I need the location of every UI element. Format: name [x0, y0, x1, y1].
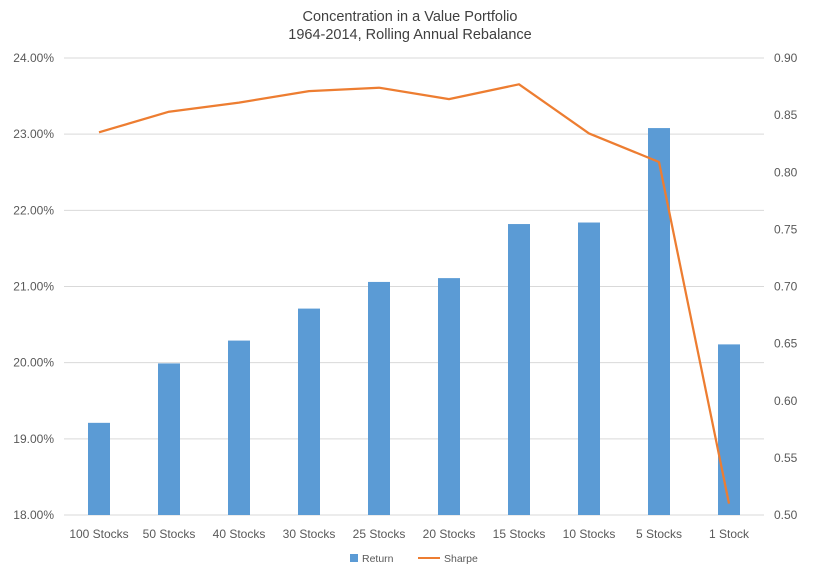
- chart-subtitle: 1964-2014, Rolling Annual Rebalance: [288, 27, 531, 43]
- x-tick-label: 1 Stock: [709, 527, 750, 541]
- right-tick-label: 0.70: [774, 280, 798, 294]
- sharpe-line: [98, 83, 731, 504]
- x-tick-label: 50 Stocks: [143, 527, 196, 541]
- left-tick-label: 18.00%: [13, 508, 54, 522]
- gridlines: [64, 57, 764, 516]
- left-tick-label: 23.00%: [13, 127, 54, 141]
- right-axis-ticks: 0.50 0.55 0.60 0.65 0.70 0.75 0.80 0.85 0.90: [774, 51, 798, 522]
- x-tick-label: 10 Stocks: [563, 527, 616, 541]
- x-tick-label: 100 Stocks: [69, 527, 128, 541]
- return-bar: [298, 308, 320, 515]
- right-tick-label: 0.85: [774, 108, 798, 122]
- left-tick-label: 24.00%: [13, 51, 54, 65]
- x-tick-label: 25 Stocks: [353, 527, 406, 541]
- right-tick-label: 0.50: [774, 508, 798, 522]
- return-bar: [508, 224, 530, 515]
- return-bar: [718, 344, 740, 515]
- right-tick-label: 0.90: [774, 51, 798, 65]
- legend: Return Sharpe: [350, 553, 478, 565]
- left-axis-ticks: 18.00% 19.00% 20.00% 21.00% 22.00% 23.00% 24.0…: [13, 51, 54, 522]
- left-tick-label: 20.00%: [13, 356, 54, 370]
- legend-label-return: Return: [362, 553, 394, 565]
- legend-label-sharpe: Sharpe: [444, 553, 478, 565]
- right-tick-label: 0.55: [774, 451, 798, 465]
- return-bar: [648, 128, 670, 515]
- x-axis-categories: 100 Stocks 50 Stocks 40 Stocks 30 Stocks 25 …: [69, 527, 750, 541]
- x-tick-label: 40 Stocks: [213, 527, 266, 541]
- left-tick-label: 19.00%: [13, 432, 54, 446]
- return-bar: [88, 422, 110, 515]
- right-tick-label: 0.75: [774, 222, 798, 236]
- right-tick-label: 0.60: [774, 394, 798, 408]
- legend-swatch-return: [350, 554, 358, 562]
- return-bar: [158, 363, 180, 515]
- return-bar: [438, 278, 460, 515]
- left-tick-label: 22.00%: [13, 203, 54, 217]
- return-bars: [88, 128, 740, 515]
- left-tick-label: 21.00%: [13, 280, 54, 294]
- sharpe-line-series: [98, 83, 731, 504]
- x-tick-label: 20 Stocks: [423, 527, 476, 541]
- x-tick-label: 5 Stocks: [636, 527, 682, 541]
- right-tick-label: 0.65: [774, 337, 798, 351]
- return-bar: [578, 222, 600, 515]
- return-bar: [228, 340, 250, 515]
- x-tick-label: 15 Stocks: [493, 527, 546, 541]
- return-bar: [368, 281, 390, 515]
- x-tick-label: 30 Stocks: [283, 527, 336, 541]
- chart-title: Concentration in a Value Portfolio: [303, 9, 518, 25]
- right-tick-label: 0.80: [774, 165, 798, 179]
